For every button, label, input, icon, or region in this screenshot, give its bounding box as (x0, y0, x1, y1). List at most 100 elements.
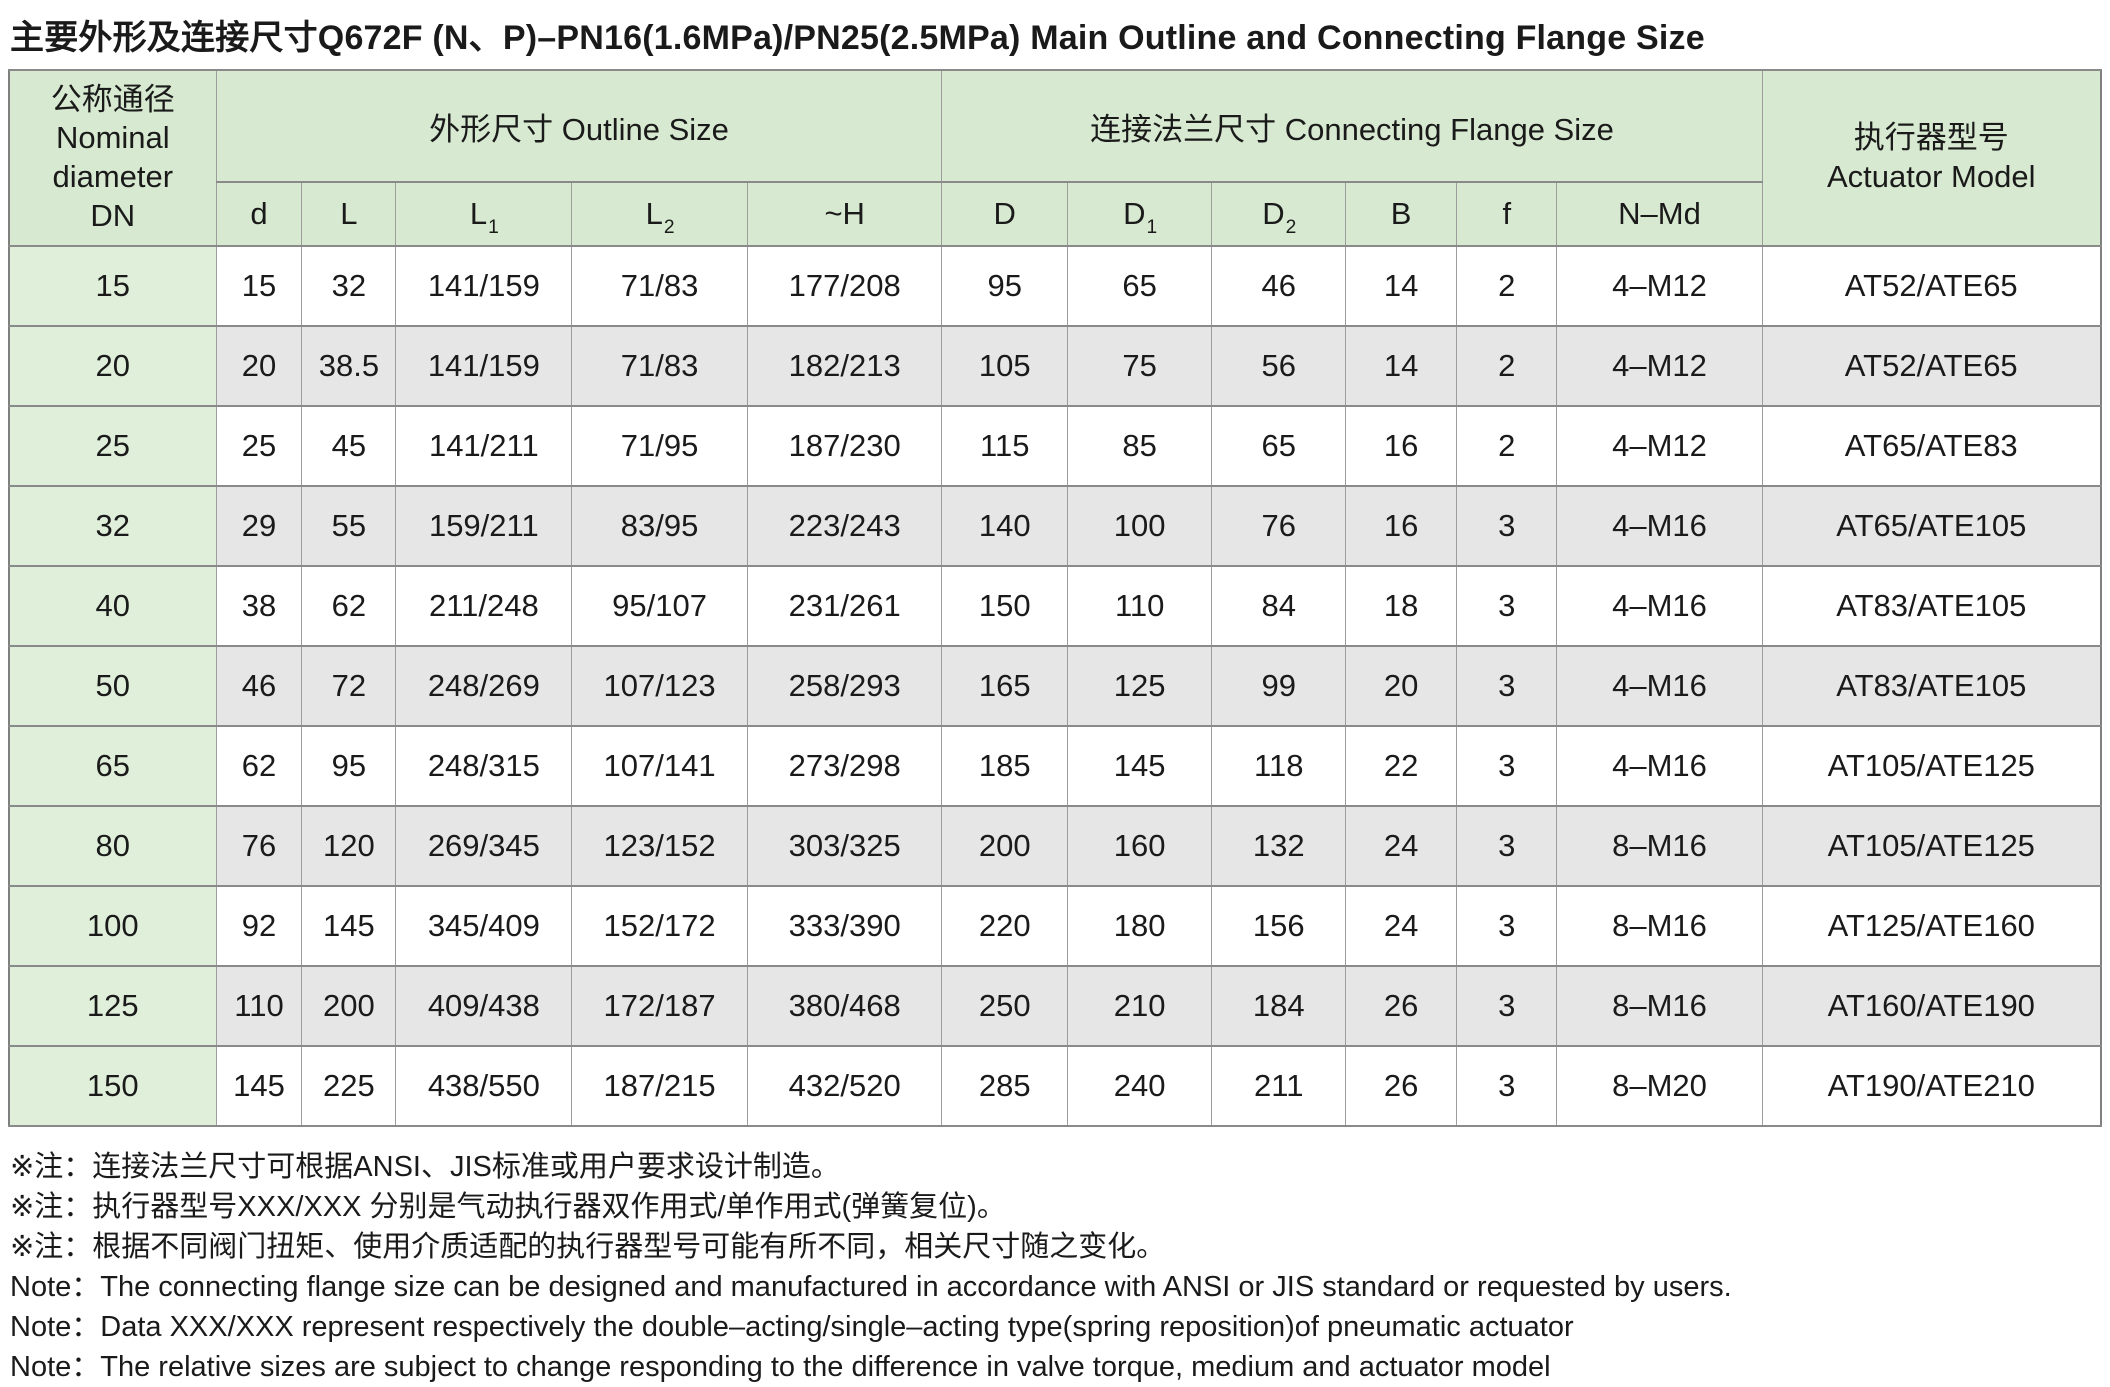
table-cell: 438/550 (395, 1045, 573, 1127)
table-cell: 20 (1345, 645, 1458, 727)
table-cell: 200 (941, 805, 1068, 887)
table-cell: AT65/ATE105 (1761, 485, 2102, 567)
table-cell: AT105/ATE125 (1761, 805, 2102, 887)
table-cell: 2 (1456, 245, 1558, 327)
table-cell: 3 (1456, 805, 1558, 887)
table-cell: 24 (1345, 885, 1458, 967)
table-cell: 84 (1211, 565, 1347, 647)
table-cell: 3 (1456, 565, 1558, 647)
table-cell: 8–M20 (1556, 1045, 1763, 1127)
table-cell: 285 (941, 1045, 1068, 1127)
column-header-d: d (215, 181, 303, 247)
column-header-l: L (301, 181, 397, 247)
table-cell: 118 (1211, 725, 1347, 807)
table-cell: 210 (1066, 965, 1213, 1047)
table-cell: 22 (1345, 725, 1458, 807)
table-cell: 4–M12 (1556, 405, 1763, 487)
table-cell: AT52/ATE65 (1761, 325, 2102, 407)
table-cell: 3 (1456, 485, 1558, 567)
table-cell: 76 (215, 805, 303, 887)
table-cell: 250 (941, 965, 1068, 1047)
table-cell: 16 (1345, 485, 1458, 567)
column-header-actuator-model: 执行器型号 Actuator Model (1761, 69, 2102, 247)
table-cell: 3 (1456, 725, 1558, 807)
table-cell: AT52/ATE65 (1761, 245, 2102, 327)
table-cell: 3 (1456, 645, 1558, 727)
note-line: Note：Data XXX/XXX represent respectively… (10, 1311, 1574, 1343)
table-cell: 95 (301, 725, 397, 807)
table-cell: 110 (215, 965, 303, 1047)
table-cell: 14 (1345, 245, 1458, 327)
table-cell: 150 (941, 565, 1068, 647)
table-cell: 258/293 (746, 645, 943, 727)
group-header-outline-size: 外形尺寸 Outline Size (215, 69, 943, 183)
table-cell: 125 (1066, 645, 1213, 727)
table-cell: 160 (1066, 805, 1213, 887)
table-cell: 4–M16 (1556, 565, 1763, 647)
table-cell: 4–M12 (1556, 245, 1763, 327)
table-cell: 4–M16 (1556, 725, 1763, 807)
table-cell: 55 (301, 485, 397, 567)
column-header-d1: D1 (1066, 181, 1213, 247)
table-cell: 177/208 (746, 245, 943, 327)
table-cell: AT105/ATE125 (1761, 725, 2102, 807)
table-cell: AT65/ATE83 (1761, 405, 2102, 487)
table-cell: 26 (1345, 1045, 1458, 1127)
column-header-d: D (941, 181, 1068, 247)
table-row: 50 46 72 248/269 107/123 258/293 165 125 99 20 3 4–… (8, 645, 2102, 727)
dn-cell: 150 (8, 1045, 217, 1127)
table-cell: AT190/ATE210 (1761, 1045, 2102, 1127)
table-cell: 211 (1211, 1045, 1347, 1127)
table-cell: 220 (941, 885, 1068, 967)
table-cell: 8–M16 (1556, 805, 1763, 887)
table-cell: 65 (1066, 245, 1213, 327)
table-cell: AT125/ATE160 (1761, 885, 2102, 967)
table-cell: 29 (215, 485, 303, 567)
table-cell: 123/152 (571, 805, 748, 887)
table-cell: 333/390 (746, 885, 943, 967)
table-cell: AT83/ATE105 (1761, 645, 2102, 727)
column-header-nominal-diameter: 公称通径 Nominal diameter DN (8, 69, 217, 247)
table-cell: 159/211 (395, 485, 573, 567)
dn-cell: 25 (8, 405, 217, 487)
group-header-connecting-flange-size: 连接法兰尺寸 Connecting Flange Size (941, 69, 1763, 183)
table-row: 15 15 32 141/159 71/83 177/208 95 65 46 14 2 4–M12 A… (8, 245, 2102, 327)
table-cell: 231/261 (746, 565, 943, 647)
table-row: 150 145 225 438/550 187/215 432/520 285 240 211 2… (8, 1045, 2102, 1127)
table-row: 80 76 120 269/345 123/152 303/325 200 160 132 24 3… (8, 805, 2102, 887)
table-cell: 4–M12 (1556, 325, 1763, 407)
table-cell: 345/409 (395, 885, 573, 967)
table-body: 15 15 32 141/159 71/83 177/208 95 65 46 14 2 4–M12 A… (8, 245, 2102, 1127)
table-cell: 4–M16 (1556, 485, 1763, 567)
column-header-b: B (1345, 181, 1458, 247)
table-cell: 180 (1066, 885, 1213, 967)
table-cell: 132 (1211, 805, 1347, 887)
table-cell: 71/95 (571, 405, 748, 487)
column-header-f: f (1456, 181, 1558, 247)
table-cell: 8–M16 (1556, 885, 1763, 967)
table-row: 125 110 200 409/438 172/187 380/468 250 210 184 2… (8, 965, 2102, 1047)
table-cell: 38.5 (301, 325, 397, 407)
table-row: 32 29 55 159/211 83/95 223/243 140 100 76 16 3 4–M1… (8, 485, 2102, 567)
table-cell: 83/95 (571, 485, 748, 567)
table-cell: 172/187 (571, 965, 748, 1047)
table-cell: 152/172 (571, 885, 748, 967)
notes-section: ※注：连接法兰尺寸可根据ANSI、JIS标准或用户要求设计制造。 ※注：执行器型号… (10, 1147, 2102, 1387)
table-cell: AT160/ATE190 (1761, 965, 2102, 1047)
dn-cell: 40 (8, 565, 217, 647)
table-cell: 32 (301, 245, 397, 327)
table-cell: 141/159 (395, 245, 573, 327)
table-cell: 225 (301, 1045, 397, 1127)
table-cell: 145 (1066, 725, 1213, 807)
table-row: 40 38 62 211/248 95/107 231/261 150 110 84 18 3 4–M… (8, 565, 2102, 647)
table-cell: 75 (1066, 325, 1213, 407)
table-cell: 18 (1345, 565, 1458, 647)
table-cell: 141/159 (395, 325, 573, 407)
table-row: 20 20 38.5 141/159 71/83 182/213 105 75 56 14 2 4–M… (8, 325, 2102, 407)
column-header-l1: L1 (395, 181, 573, 247)
table-cell: 182/213 (746, 325, 943, 407)
table-cell: 95 (941, 245, 1068, 327)
dimension-table: 公称通径 Nominal diameter DN 外形尺寸 Outline Si… (8, 69, 2102, 1127)
table-cell: 184 (1211, 965, 1347, 1047)
